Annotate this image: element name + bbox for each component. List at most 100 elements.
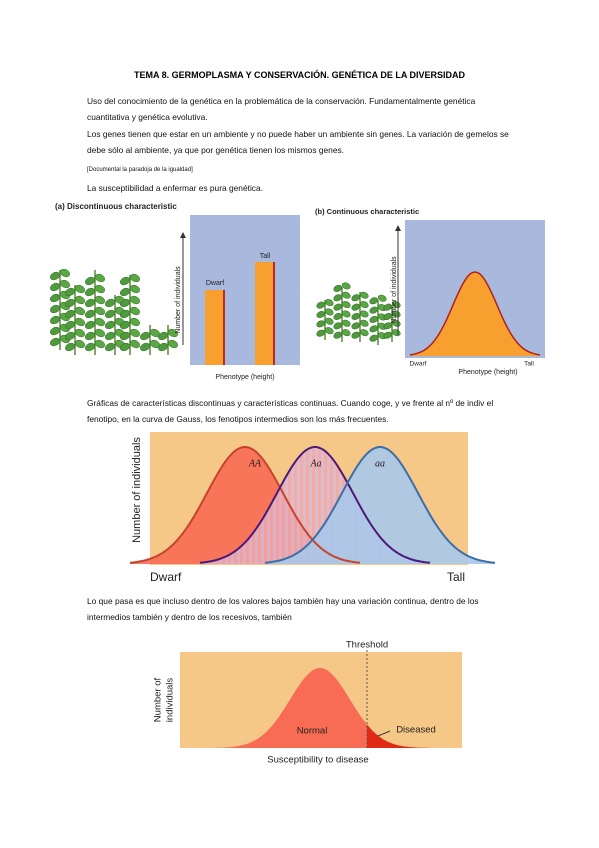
note: [Documental la paradoja de la igualdad] (87, 167, 193, 173)
curve-label: AA (248, 458, 262, 469)
plant-leaf (139, 331, 151, 341)
plant-leaf (359, 291, 369, 299)
plant-leaf (49, 293, 61, 303)
plant-leaf (333, 313, 343, 320)
bar-label: Dwarf (206, 280, 224, 287)
curve-area (215, 668, 430, 748)
paragraph: Uso del conocimiento de la genética en l… (87, 96, 476, 122)
bar (205, 290, 225, 365)
plant-leaf (341, 319, 351, 327)
plant-leaf (341, 301, 351, 309)
figure-label: (b) Continuous characteristic (315, 207, 419, 216)
plant-leaf (369, 297, 379, 305)
plant-leaf (324, 327, 334, 335)
curve-line (199, 446, 431, 564)
y-axis-label: Number of individuals (391, 256, 398, 324)
y-axis-label: Number of (153, 677, 164, 722)
plant-leaf (49, 282, 61, 292)
plant-leaf (324, 308, 334, 316)
plant-leaf (383, 303, 393, 311)
plant-leaf (119, 309, 131, 319)
plant-leaf (383, 322, 393, 330)
plant-leaf (324, 299, 334, 307)
bar (255, 262, 275, 365)
plant-leaf (369, 334, 379, 342)
plant-leaf (104, 309, 116, 319)
plant-leaf (129, 306, 141, 316)
plant-leaf (104, 298, 116, 308)
x-axis-label: Phenotype (height) (215, 374, 274, 381)
plant-leaf (129, 284, 141, 294)
plant-leaf (94, 273, 106, 283)
plant-leaf (324, 317, 334, 325)
curve-label: Aa (309, 458, 321, 469)
plant-leaf (351, 294, 361, 302)
plant-leaf (369, 325, 379, 333)
x-start-label: Dwarf (410, 361, 427, 368)
plant-leaf (84, 309, 96, 319)
plant-leaf (64, 331, 76, 341)
plant-leaf (74, 328, 86, 338)
paragraph: La susceptibilidad a enfermar es pura ge… (87, 183, 263, 193)
plant-leaf (316, 329, 326, 337)
x-end-label: Tall (524, 361, 534, 368)
plant-leaf (351, 331, 361, 339)
x-start-label: Dwarf (150, 570, 182, 584)
plant-leaf (333, 294, 343, 302)
plant-leaf (157, 331, 169, 341)
bar-label: Tall (260, 253, 271, 260)
plant-leaf (84, 276, 96, 286)
plant-leaf (94, 339, 106, 349)
plant-leaf (74, 306, 86, 316)
plant-leaf (359, 319, 369, 327)
plant-leaf (84, 331, 96, 341)
plant-leaf (84, 287, 96, 297)
plant-leaf (119, 298, 131, 308)
plant-leaf (104, 331, 116, 341)
plant-leaf (49, 326, 61, 336)
plant-leaf (49, 315, 61, 325)
plant-leaf (359, 310, 369, 318)
plant-leaf (74, 284, 86, 294)
figure-label: (a) Discontinuous characteristic (55, 202, 177, 211)
plant-leaf (94, 284, 106, 294)
plant-leaf (84, 320, 96, 330)
plant-leaf (341, 329, 351, 337)
plant-leaf (333, 322, 343, 330)
curve-area (265, 447, 495, 564)
region-label: Diseased (396, 725, 436, 736)
plant-leaf (119, 342, 131, 352)
bell-line (409, 271, 541, 356)
plant-leaf (94, 306, 106, 316)
plant-leaf (104, 342, 116, 352)
x-end-label: Tall (447, 570, 465, 584)
x-axis-label: Susceptibility to disease (267, 755, 368, 766)
paragraph: Lo que pasa es que incluso dentro de los… (87, 596, 479, 622)
plant-leaf (64, 298, 76, 308)
plant-leaf (157, 342, 169, 352)
plant-leaf (64, 309, 76, 319)
plant-leaf (377, 294, 387, 302)
curve-line (264, 446, 496, 564)
curve-label: aa (375, 458, 385, 469)
plant-leaf (129, 339, 141, 349)
plant-leaf (84, 298, 96, 308)
plant-leaf (74, 339, 86, 349)
plant-leaf (369, 306, 379, 314)
plant-leaf (129, 273, 141, 283)
plant-leaf (351, 322, 361, 330)
plant-leaf (59, 268, 71, 278)
plant-leaf (94, 328, 106, 338)
plant-leaf (84, 342, 96, 352)
plant-leaf (64, 287, 76, 297)
plant-leaf (341, 291, 351, 299)
plant-leaf (316, 311, 326, 318)
plant-leaf (74, 295, 86, 305)
plant-leaf (167, 328, 179, 338)
plant-leaf (359, 329, 369, 337)
bar-edge (273, 262, 275, 365)
plant-leaf (49, 337, 61, 347)
plant-leaf (333, 284, 343, 292)
